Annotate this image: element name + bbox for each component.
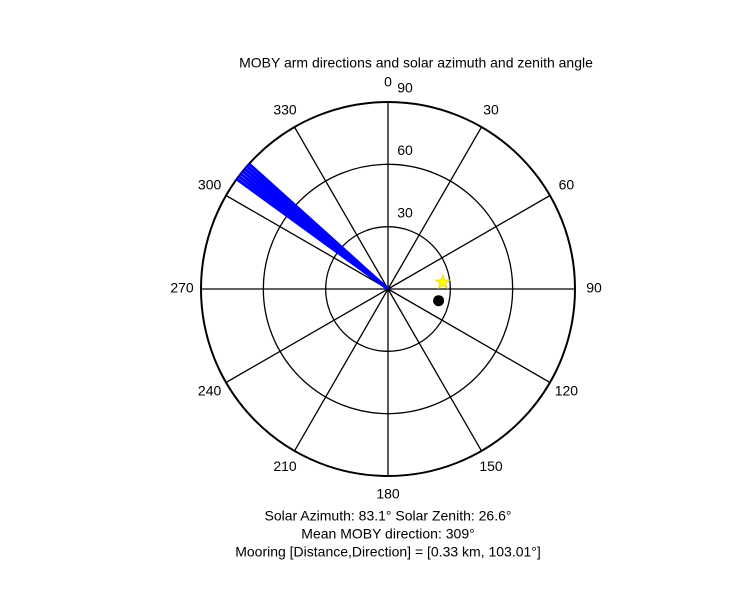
theta-tick-label: 300 (198, 177, 222, 193)
mooring-marker (433, 295, 445, 307)
theta-tick-label: 210 (273, 458, 297, 474)
chart-title: MOBY arm directions and solar azimuth an… (239, 55, 593, 71)
r-tick-label: 90 (397, 80, 413, 96)
theta-tick-label: 30 (483, 101, 499, 117)
theta-tick-label: 90 (586, 280, 602, 296)
spoke (387, 194, 551, 290)
ring (262, 163, 514, 415)
spoke (387, 126, 483, 290)
theta-tick-label: 270 (170, 280, 194, 296)
spoke (387, 288, 483, 452)
spoke (293, 288, 389, 452)
annotation: Solar Azimuth: 83.1° Solar Zenith: 26.6° (265, 508, 512, 524)
arm-direction (248, 162, 390, 291)
annotation: Mean MOBY direction: 309° (301, 526, 474, 542)
spoke (225, 194, 389, 290)
theta-tick-label: 180 (376, 486, 400, 502)
theta-tick-label: 330 (273, 101, 297, 117)
annotation: Mooring [Distance,Direction] = [0.33 km,… (235, 544, 541, 560)
ring (325, 226, 451, 352)
r-tick-label: 60 (397, 142, 413, 158)
sun-marker (434, 273, 452, 290)
spoke (387, 288, 551, 384)
theta-tick-label: 240 (198, 383, 222, 399)
theta-tick-label: 150 (479, 458, 503, 474)
spoke (225, 288, 389, 384)
ring (200, 101, 576, 477)
theta-tick-label: 0 (384, 74, 392, 90)
theta-tick-label: 120 (555, 383, 579, 399)
theta-tick-label: 60 (559, 177, 575, 193)
spoke (293, 126, 389, 290)
r-tick-label: 30 (397, 204, 413, 220)
